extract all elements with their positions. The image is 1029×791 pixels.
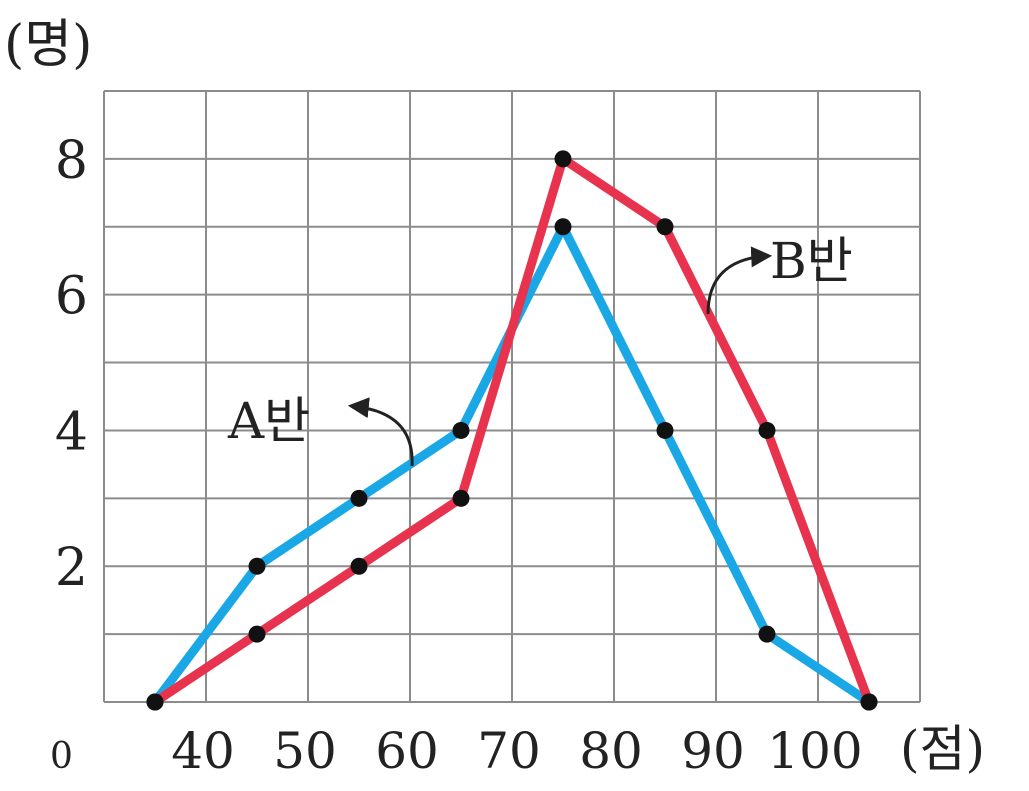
x-tick-labels: 40 50 60 70 80 90 100 [171,722,863,780]
x-tick-label: 70 [477,722,541,780]
x-tick-label: 100 [767,722,862,780]
y-tick-label: 4 [55,402,88,462]
series-a-point [248,557,266,575]
x-tick-label: 40 [171,722,235,780]
series-a-point [758,625,776,643]
series-b-point [554,150,572,168]
y-tick-label: 8 [55,131,88,191]
series-b-point [350,557,368,575]
series-b-label-arrow [706,246,773,315]
y-axis-label: (명) [4,15,92,75]
y-tick-label: 6 [55,267,88,327]
series-b-line [150,154,874,707]
series-b-point [146,693,164,711]
series-a-point [452,421,470,439]
series-a-point [554,218,572,236]
x-tick-label: 60 [375,722,439,780]
x-tick-label: 50 [273,722,337,780]
series-a-label-arrow [347,397,414,467]
series-b-point [758,421,776,439]
y-tick-labels: 2 4 6 8 [55,131,88,598]
series-b-point [452,489,470,507]
series-b-point [860,693,878,711]
x-axis-label: (점) [900,720,985,778]
series-b-label: B반 [770,232,853,290]
origin-label: 0 [50,736,73,777]
series-b-point [248,625,266,643]
x-tick-label: 80 [579,722,643,780]
series-layer [146,150,878,711]
series-a-label: A반 [227,392,310,450]
y-tick-label: 2 [55,538,88,598]
x-tick-label: 90 [681,722,745,780]
series-b-point [656,218,674,236]
series-a-point [350,489,368,507]
series-a-point [656,421,674,439]
